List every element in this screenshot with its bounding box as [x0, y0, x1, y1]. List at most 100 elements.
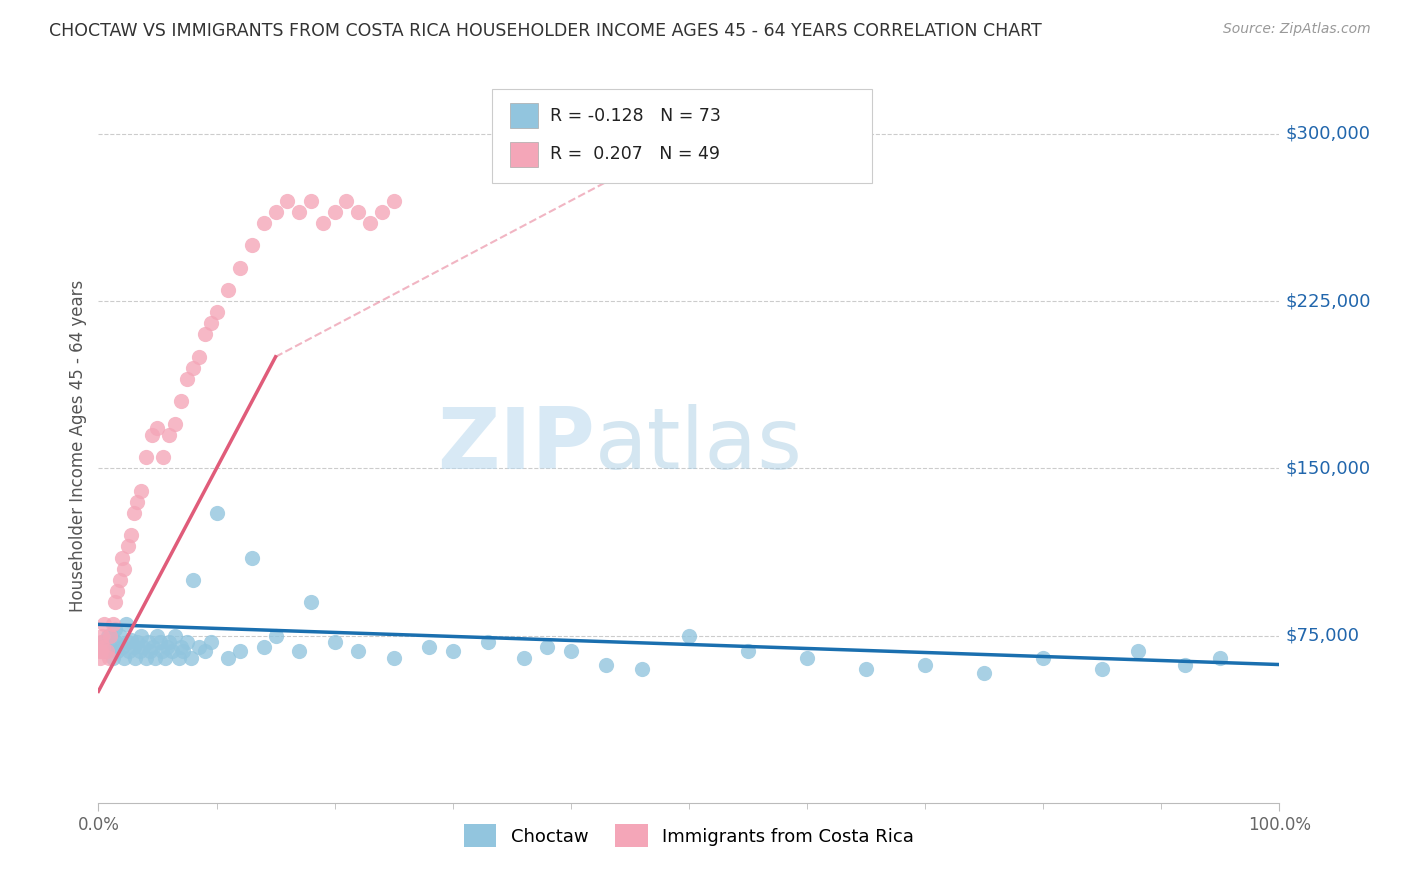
Point [135, 450, 157, 464]
Point [200, 635, 222, 649]
Point [536, 640, 558, 654]
Point [1126, 644, 1149, 658]
Point [359, 216, 381, 230]
Point [135, 651, 157, 665]
Point [418, 640, 440, 654]
Point [1209, 651, 1232, 665]
Point [94, 644, 117, 658]
Point [89, 644, 111, 658]
Point [1091, 662, 1114, 676]
Point [595, 657, 617, 672]
Point [205, 506, 228, 520]
Point [160, 644, 183, 658]
Point [118, 644, 141, 658]
Point [122, 640, 145, 654]
Point [229, 260, 252, 275]
Text: $75,000: $75,000 [1285, 626, 1360, 645]
Point [156, 640, 179, 654]
Point [114, 617, 136, 632]
Point [150, 644, 173, 658]
Point [240, 550, 263, 565]
Point [98, 640, 121, 654]
Point [132, 640, 155, 654]
Point [347, 204, 370, 219]
Point [382, 651, 405, 665]
Text: $150,000: $150,000 [1285, 459, 1371, 477]
Point [111, 640, 134, 654]
Text: CHOCTAW VS IMMIGRANTS FROM COSTA RICA HOUSEHOLDER INCOME AGES 45 - 64 YEARS CORR: CHOCTAW VS IMMIGRANTS FROM COSTA RICA HO… [49, 22, 1042, 40]
Point [89, 651, 111, 665]
Point [93, 617, 115, 632]
Legend: Choctaw, Immigrants from Costa Rica: Choctaw, Immigrants from Costa Rica [457, 817, 921, 855]
Point [240, 238, 263, 252]
Point [142, 640, 165, 654]
Point [96, 644, 118, 658]
Text: ZIP: ZIP [437, 404, 595, 488]
Point [121, 633, 143, 648]
Point [128, 644, 150, 658]
Point [187, 350, 209, 364]
Point [194, 327, 217, 342]
Point [104, 622, 127, 636]
Point [97, 628, 120, 642]
Point [153, 651, 176, 665]
Point [288, 204, 311, 219]
Point [229, 644, 252, 658]
Point [335, 194, 357, 208]
Point [91, 628, 114, 642]
Point [136, 635, 159, 649]
Text: R = -0.128   N = 73: R = -0.128 N = 73 [550, 107, 721, 125]
Point [157, 635, 180, 649]
Point [91, 640, 114, 654]
Point [117, 635, 139, 649]
Point [129, 628, 152, 642]
Point [121, 528, 143, 542]
Point [914, 657, 936, 672]
Point [299, 595, 322, 609]
Point [90, 644, 112, 658]
Point [146, 421, 169, 435]
Point [441, 644, 464, 658]
Point [299, 194, 322, 208]
Point [108, 628, 131, 642]
Point [108, 573, 131, 587]
Point [139, 644, 162, 658]
Y-axis label: Householder Income Ages 45 - 64 years: Householder Income Ages 45 - 64 years [69, 280, 87, 612]
Point [152, 450, 174, 464]
Point [264, 204, 287, 219]
Point [170, 394, 193, 409]
Point [217, 283, 239, 297]
Point [323, 635, 346, 649]
Point [149, 635, 172, 649]
Point [973, 666, 995, 681]
Point [796, 651, 818, 665]
Text: $225,000: $225,000 [1285, 292, 1371, 310]
Point [181, 573, 204, 587]
Point [176, 635, 198, 649]
Point [737, 644, 759, 658]
Point [165, 417, 187, 431]
Point [176, 372, 198, 386]
Point [477, 635, 499, 649]
Point [217, 651, 239, 665]
Point [1032, 651, 1054, 665]
Point [112, 651, 135, 665]
Point [181, 360, 204, 375]
Point [127, 494, 149, 508]
Point [91, 635, 114, 649]
Point [105, 635, 128, 649]
Point [347, 644, 370, 658]
Point [112, 562, 135, 576]
Point [371, 204, 394, 219]
Point [1174, 657, 1197, 672]
Point [101, 651, 124, 665]
Text: Source: ZipAtlas.com: Source: ZipAtlas.com [1223, 22, 1371, 37]
Point [678, 628, 700, 642]
Point [111, 550, 134, 565]
Point [630, 662, 652, 676]
Point [117, 539, 139, 553]
Point [180, 651, 202, 665]
Point [323, 204, 346, 219]
Point [382, 194, 405, 208]
Point [165, 628, 187, 642]
